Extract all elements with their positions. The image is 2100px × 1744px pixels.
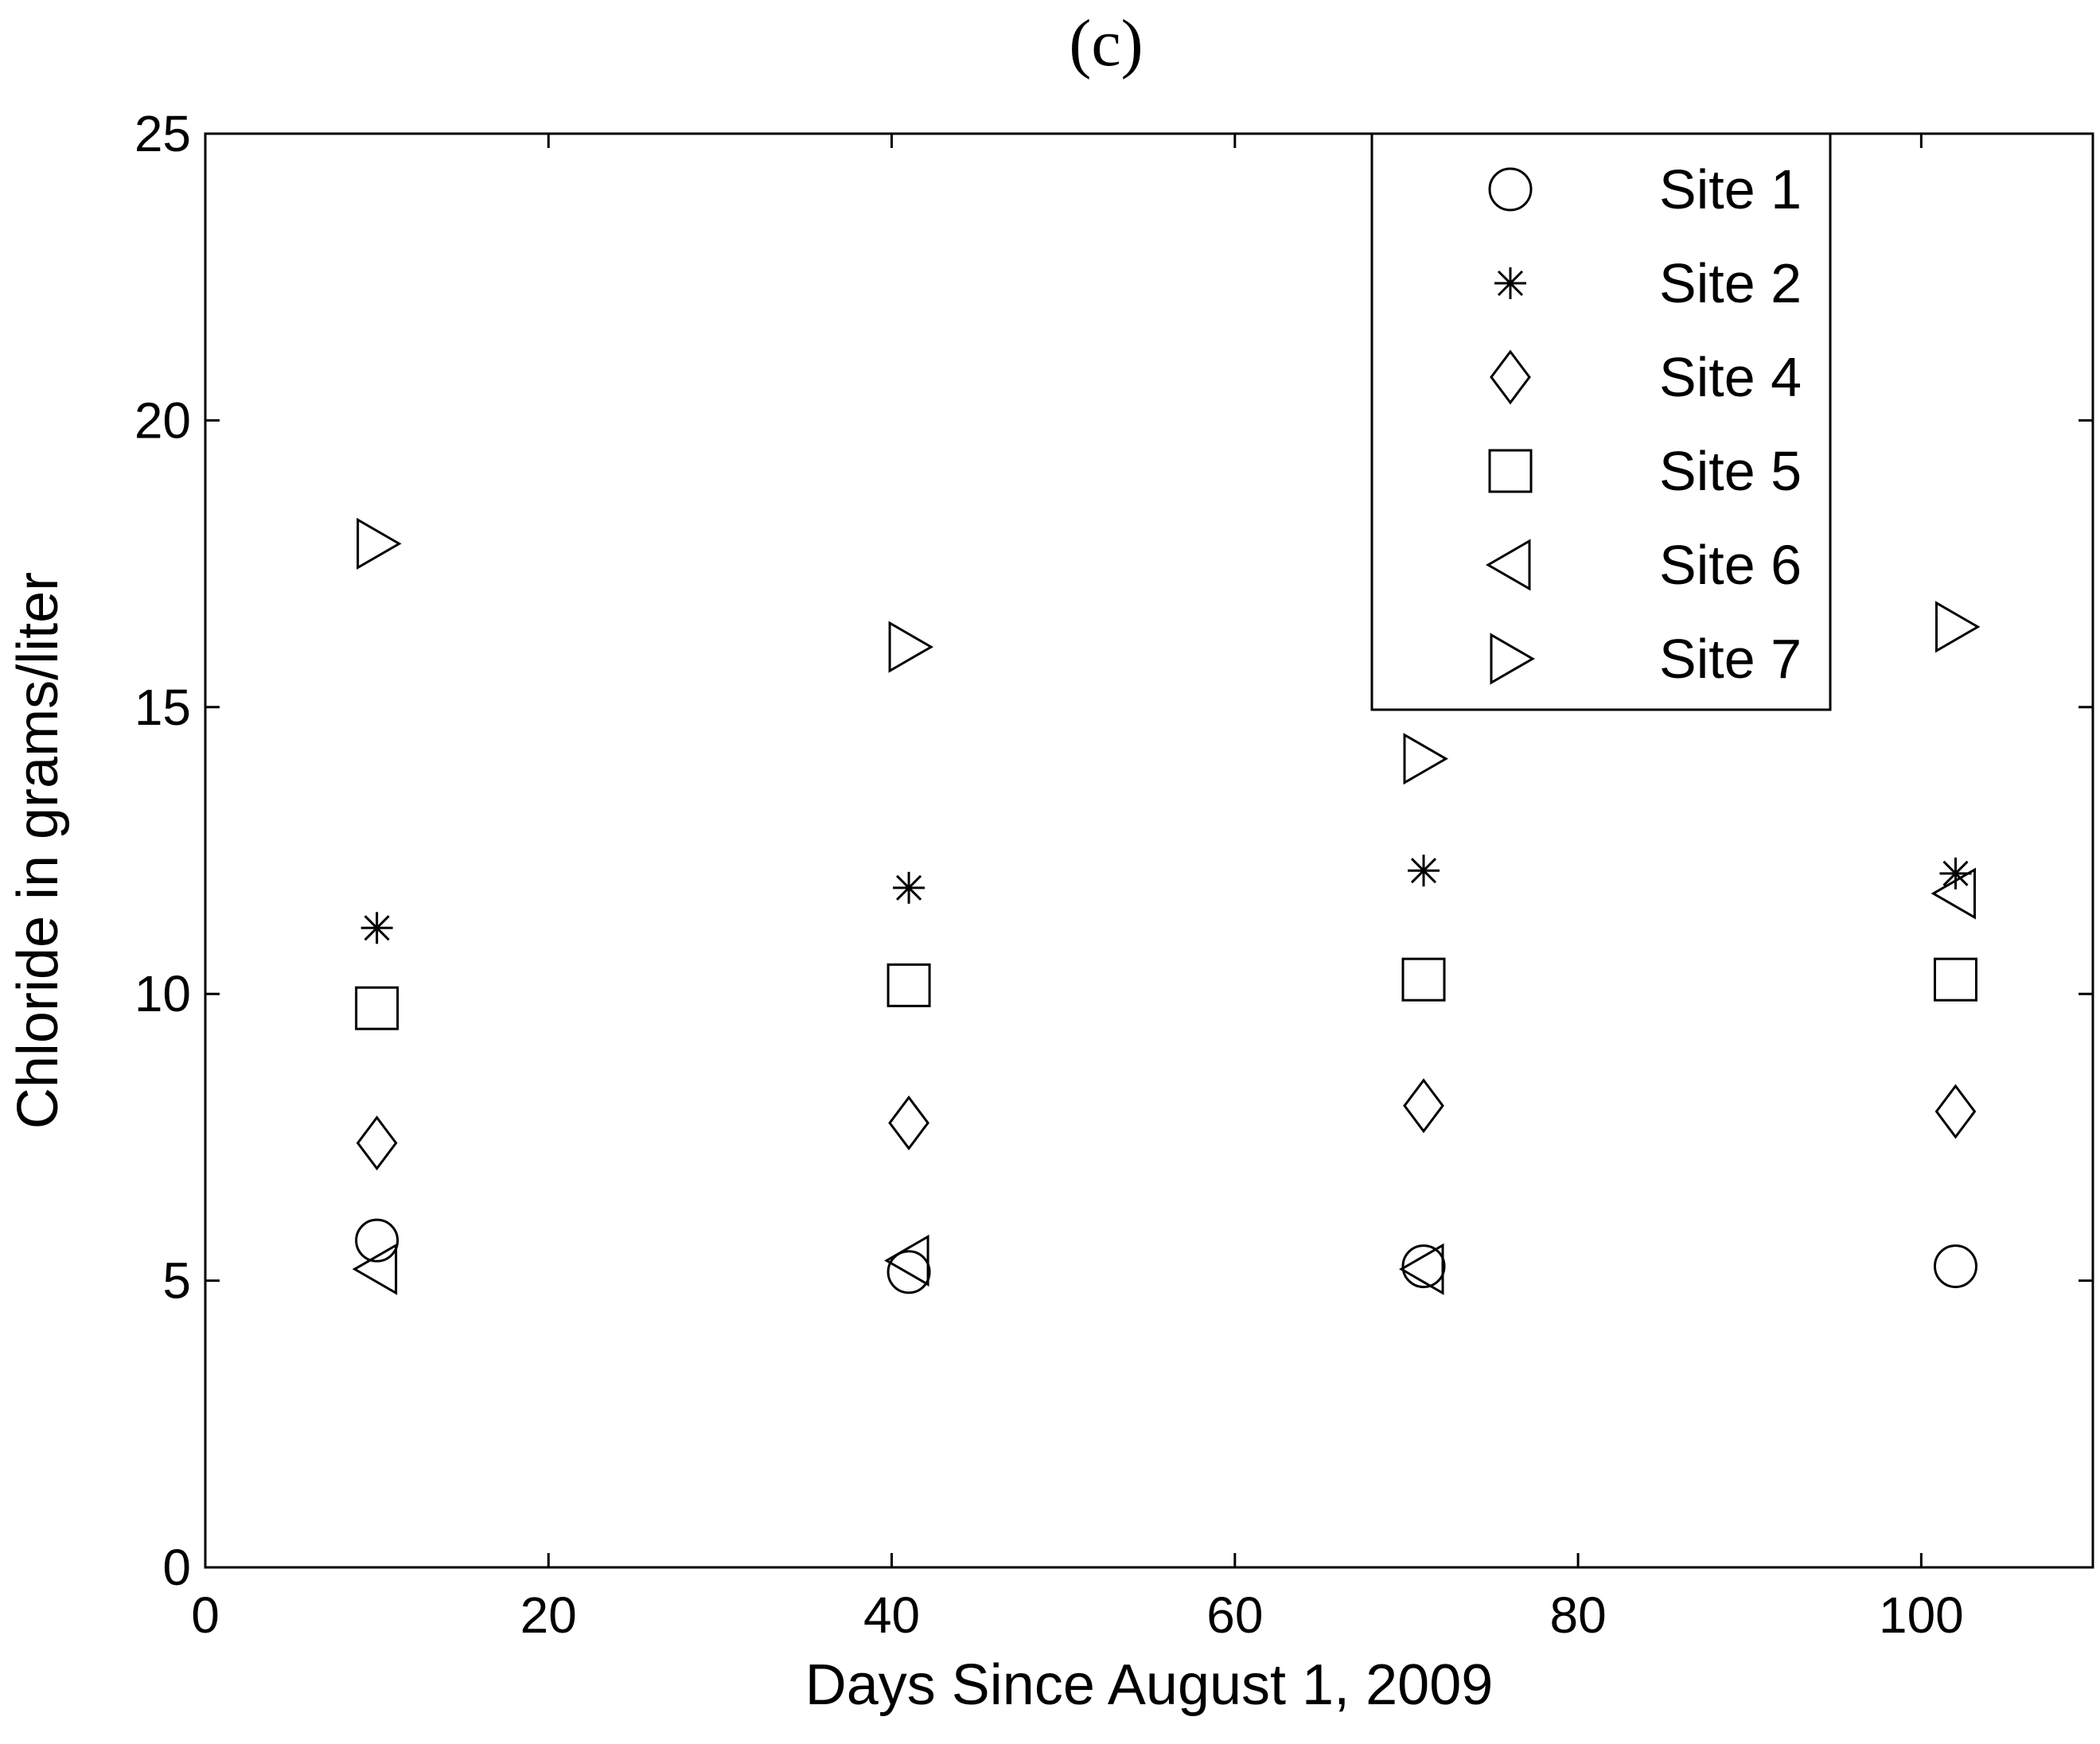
x-tick-label: 60 <box>1206 1586 1263 1644</box>
x-tick-label: 40 <box>863 1586 920 1644</box>
y-tick-label: 5 <box>162 1252 191 1310</box>
site-7-data-point <box>1934 601 1981 653</box>
legend-marker-site-5 <box>1488 449 1533 493</box>
plot-frame <box>204 132 2094 1569</box>
site-4-data-point <box>1403 1078 1444 1134</box>
data-markers <box>352 517 1981 1295</box>
x-tick-label: 80 <box>1549 1586 1606 1644</box>
legend-label-site-7: Site 7 <box>1659 628 1802 690</box>
site-2-data-point <box>1408 854 1440 887</box>
site-2-data-point <box>893 871 925 904</box>
site-1-data-point <box>355 1218 399 1263</box>
legend-label-site-5: Site 5 <box>1659 440 1802 502</box>
site-5-data-point <box>886 963 931 1007</box>
site-1-data-point <box>1401 1244 1446 1289</box>
legend-marker-site-6 <box>1485 539 1531 591</box>
legend-label-site-4: Site 4 <box>1659 346 1802 408</box>
y-tick-label: 25 <box>134 105 191 162</box>
x-axis-label: Days Since August 1, 2009 <box>805 1653 1494 1717</box>
legend-marker-site-1 <box>1488 167 1533 212</box>
site-4-data-point <box>1934 1084 1977 1139</box>
site-4-data-point <box>888 1095 929 1150</box>
site-5-data-point <box>1401 957 1446 1002</box>
x-tick-label: 0 <box>191 1586 220 1644</box>
site-7-data-point <box>1403 733 1449 785</box>
legend-marker-site-7 <box>1490 633 1536 685</box>
site-4-data-point <box>356 1115 398 1171</box>
site-1-data-point <box>886 1250 931 1294</box>
legend-marker-site-4 <box>1490 349 1531 405</box>
legend: Site 1 Site 2 Site 4 Site 5 Site 6 Site 7 <box>1370 132 1832 711</box>
site-6-data-point <box>352 1243 398 1295</box>
y-axis: 0 5 10 15 20 25 <box>134 105 2093 1596</box>
site-6-data-point <box>1931 867 1976 920</box>
legend-marker-site-2 <box>1494 267 1526 299</box>
site-1-data-point <box>1933 1244 1977 1289</box>
site-7-data-point <box>356 517 402 570</box>
site-2-data-point <box>1939 857 1972 890</box>
legend-label-site-1: Site 1 <box>1659 158 1802 220</box>
x-tick-label: 20 <box>520 1586 577 1644</box>
legend-box <box>1370 132 1832 711</box>
site-5-data-point <box>355 986 399 1030</box>
site-2-data-point <box>360 912 393 944</box>
y-axis-label: Chloride in grams/liter <box>6 572 70 1129</box>
x-tick-label: 100 <box>1879 1586 1964 1644</box>
legend-items: Site 1 Site 2 Site 4 Site 5 Site 6 Site 7 <box>1485 158 1802 690</box>
y-tick-label: 20 <box>134 391 191 449</box>
chart-title: (c) <box>1069 6 1143 80</box>
legend-label-site-2: Site 2 <box>1659 252 1802 314</box>
y-tick-label: 0 <box>162 1539 191 1596</box>
site-7-data-point <box>888 621 934 673</box>
y-tick-label: 15 <box>134 679 191 736</box>
site-6-data-point <box>884 1234 929 1287</box>
site-5-data-point <box>1933 957 1977 1002</box>
site-6-data-point <box>1399 1243 1444 1295</box>
y-tick-label: 10 <box>134 965 191 1022</box>
legend-label-site-6: Site 6 <box>1659 534 1802 596</box>
